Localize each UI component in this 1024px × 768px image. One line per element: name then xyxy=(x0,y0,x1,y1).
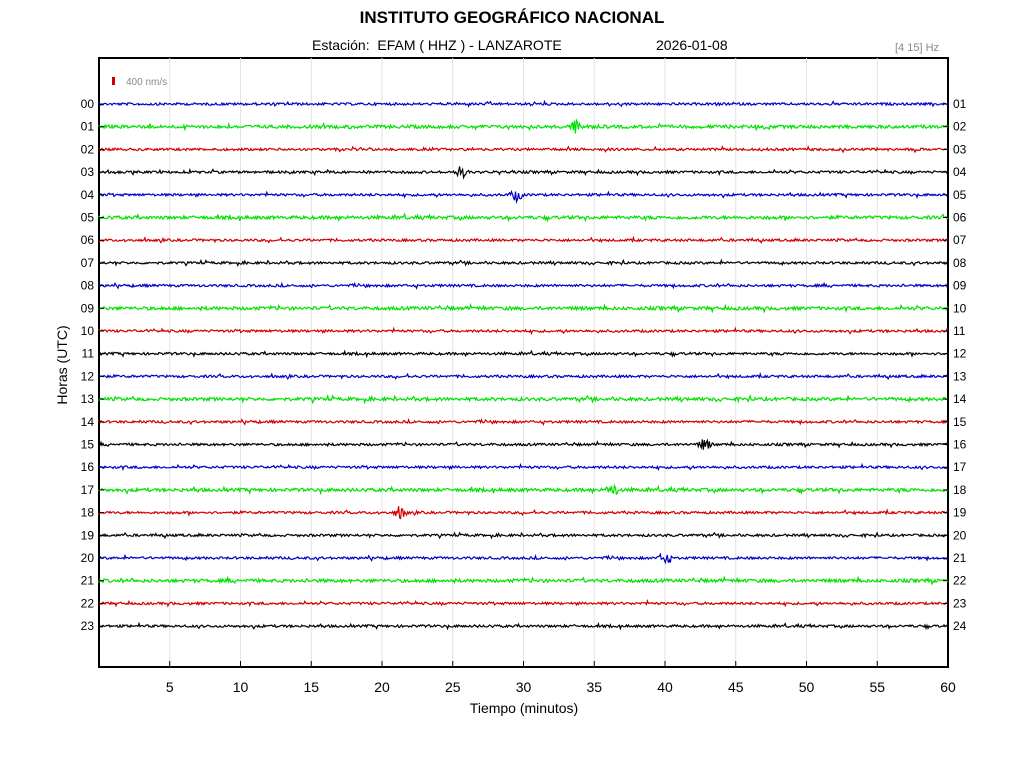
hour-label-right: 23 xyxy=(953,596,967,610)
trace-hour-17 xyxy=(98,483,949,496)
trace-hour-18 xyxy=(98,506,949,520)
x-tick-label: 30 xyxy=(516,679,532,695)
trace-hour-01 xyxy=(98,118,949,134)
hour-label-left: 13 xyxy=(81,392,95,406)
hour-label-left: 05 xyxy=(81,211,95,225)
hour-label-right: 22 xyxy=(953,574,967,588)
hour-label-left: 11 xyxy=(82,347,95,361)
date-label: 2026-01-08 xyxy=(656,37,728,53)
hour-label-right: 18 xyxy=(953,483,967,497)
hour-label-left: 07 xyxy=(81,256,95,270)
hour-label-left: 22 xyxy=(81,596,95,610)
hour-label-right: 19 xyxy=(953,506,967,520)
trace-hour-05 xyxy=(98,212,949,223)
hour-label-left: 00 xyxy=(81,97,95,111)
hour-label-right: 05 xyxy=(953,188,967,202)
trace-hour-16 xyxy=(98,462,949,472)
filter-band-label: [4 15] Hz xyxy=(895,42,940,54)
trace-hour-00 xyxy=(98,99,949,108)
hour-label-right: 21 xyxy=(953,551,967,565)
hour-label-right: 03 xyxy=(953,142,967,156)
x-tick-label: 55 xyxy=(869,679,885,695)
hour-label-left: 23 xyxy=(81,619,95,633)
left-hour-labels: 00 01 02 03 04 05 06 07 08 09 10 11 12 13 14 15 16 17 18 19… xyxy=(81,97,104,633)
hour-label-right: 15 xyxy=(953,415,967,429)
trace-hour-15 xyxy=(98,438,949,450)
trace-hour-06 xyxy=(98,235,949,245)
x-tick-label: 5 xyxy=(166,679,174,695)
hour-label-right: 06 xyxy=(953,211,967,225)
hour-label-right: 24 xyxy=(953,619,967,633)
hour-label-left: 01 xyxy=(81,120,95,134)
x-tick-label: 25 xyxy=(445,679,461,695)
hour-label-right: 01 xyxy=(953,97,967,111)
vertical-grid xyxy=(169,58,878,667)
hour-label-left: 08 xyxy=(81,279,95,293)
scale-bar-label: 400 nm/s xyxy=(126,77,167,88)
hour-label-right: 07 xyxy=(953,233,967,247)
trace-hour-08 xyxy=(98,281,949,290)
x-axis-ticks: 5 10 15 20 25 30 35 40 45 50 55 60 xyxy=(166,661,956,695)
trace-hour-20 xyxy=(98,552,949,565)
x-axis-label: Tiempo (minutos) xyxy=(469,700,579,716)
scale-bar: 400 nm/s xyxy=(112,77,167,88)
hour-label-left: 09 xyxy=(81,301,95,315)
hour-label-left: 03 xyxy=(81,165,95,179)
hour-label-left: 10 xyxy=(81,324,95,338)
trace-hour-13 xyxy=(98,393,949,405)
hour-label-right: 12 xyxy=(953,347,967,361)
x-tick-label: 35 xyxy=(586,679,602,695)
hour-label-right: 09 xyxy=(953,279,967,293)
x-tick-label: 20 xyxy=(374,679,390,695)
y-axis-label: Horas (UTC) xyxy=(54,325,70,405)
hour-label-left: 17 xyxy=(81,483,95,497)
trace-hour-09 xyxy=(98,302,949,314)
chart-title: INSTITUTO GEOGRÁFICO NACIONAL xyxy=(359,8,665,27)
hour-label-left: 20 xyxy=(81,551,95,565)
helicorder-traces xyxy=(98,99,949,631)
x-tick-label: 15 xyxy=(303,679,319,695)
x-tick-label: 50 xyxy=(799,679,815,695)
hour-label-left: 18 xyxy=(81,506,95,520)
trace-hour-19 xyxy=(98,531,949,540)
hour-label-right: 04 xyxy=(953,165,967,179)
trace-hour-02 xyxy=(98,145,949,154)
trace-hour-07 xyxy=(98,258,949,268)
hour-label-right: 13 xyxy=(953,369,967,383)
hour-label-right: 14 xyxy=(953,392,967,406)
hour-label-right: 11 xyxy=(953,324,966,338)
x-tick-label: 10 xyxy=(233,679,249,695)
trace-hour-10 xyxy=(98,326,949,335)
trace-hour-11 xyxy=(98,349,948,359)
trace-hour-23 xyxy=(98,621,948,631)
hour-label-left: 15 xyxy=(81,438,95,452)
hour-label-right: 20 xyxy=(953,528,967,542)
station-label: Estación: EFAM ( HHZ ) - LANZAROTE xyxy=(312,37,562,53)
hour-label-left: 14 xyxy=(81,415,95,429)
trace-hour-03 xyxy=(98,166,949,180)
hour-label-left: 16 xyxy=(81,460,95,474)
hour-label-left: 21 xyxy=(81,574,95,588)
trace-hour-04 xyxy=(98,189,949,204)
trace-hour-21 xyxy=(98,575,949,586)
right-hour-labels: 01 02 03 04 05 06 07 08 09 10 11 12 13 14 15 16 17 18 19 20… xyxy=(943,97,967,633)
hour-label-right: 16 xyxy=(953,438,967,452)
trace-hour-12 xyxy=(98,371,949,381)
hour-label-right: 10 xyxy=(953,301,967,315)
trace-hour-14 xyxy=(98,417,949,427)
x-tick-label: 60 xyxy=(940,679,956,695)
hour-label-left: 04 xyxy=(81,188,95,202)
hour-label-left: 06 xyxy=(81,233,95,247)
hour-label-right: 02 xyxy=(953,120,967,134)
trace-hour-22 xyxy=(98,599,949,608)
hour-label-left: 02 xyxy=(81,142,95,156)
hour-label-left: 12 xyxy=(81,369,95,383)
x-tick-label: 40 xyxy=(657,679,673,695)
x-tick-label: 45 xyxy=(728,679,744,695)
hour-label-right: 17 xyxy=(953,460,967,474)
scale-bar-mark xyxy=(112,77,115,85)
hour-label-right: 08 xyxy=(953,256,967,270)
hour-label-left: 19 xyxy=(81,528,95,542)
